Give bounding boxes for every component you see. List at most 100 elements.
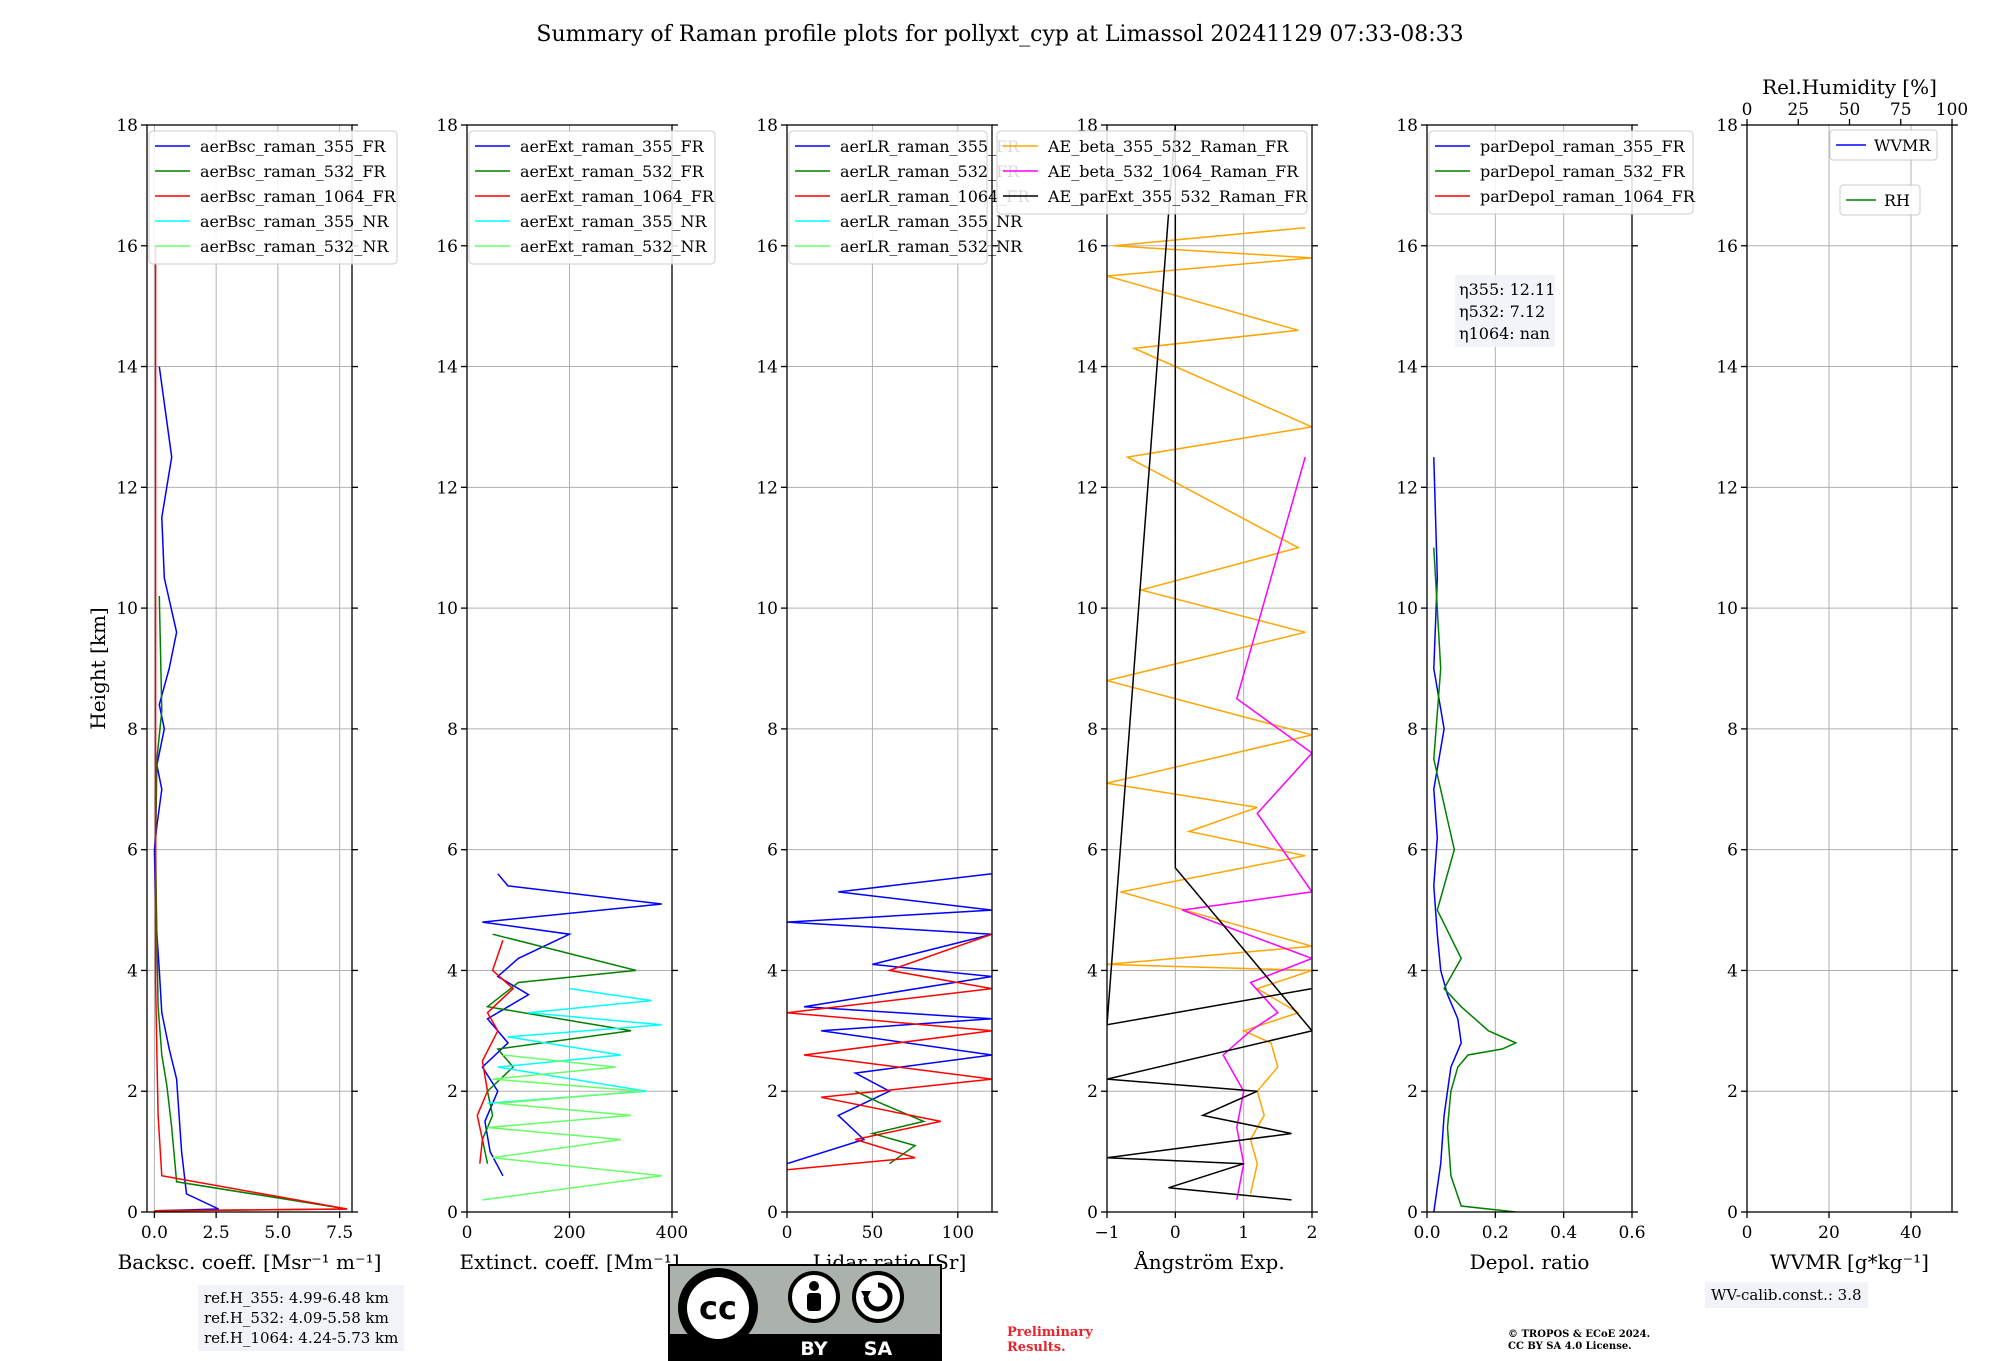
legend-lr: aerLR_raman_355_FR aerLR_raman_532_FR aerL… xyxy=(788,130,1030,265)
x-tick-label: 0.2 xyxy=(1482,1223,1509,1243)
copyright-line-2: CC BY SA 4.0 License. xyxy=(1508,1341,1632,1352)
y-tick-label: 4 xyxy=(1407,961,1418,981)
x-tick-label: 5.0 xyxy=(264,1223,291,1243)
legend-label: WVMR xyxy=(1874,136,1931,155)
y-tick-label: 16 xyxy=(1396,237,1418,257)
series-AE_parExt_355_532_Raman_FR xyxy=(1107,125,1312,1201)
ref-height-355: ref.H_355: 4.99-6.48 km xyxy=(204,1289,389,1307)
y-tick-label: 0 xyxy=(767,1203,778,1223)
x-tick-label: 0.0 xyxy=(141,1223,168,1243)
x-axis-label: Backsc. coeff. [Msr⁻¹ m⁻¹] xyxy=(118,1250,382,1274)
y-tick-label: 4 xyxy=(1087,961,1098,981)
y-tick-label: 4 xyxy=(447,961,458,981)
series-aerExt_raman_355_FR xyxy=(481,873,662,1177)
x-tick-label: 40 xyxy=(1900,1223,1922,1243)
legend-ext: aerExt_raman_355_FR aerExt_raman_532_FRae… xyxy=(468,130,716,265)
top-x-tick-label: 25 xyxy=(1787,100,1809,120)
y-tick-label: 16 xyxy=(1716,237,1738,257)
y-tick-label: 8 xyxy=(767,720,778,740)
y-tick-label: 0 xyxy=(1407,1203,1418,1223)
figure-title: Summary of Raman profile plots for polly… xyxy=(536,22,1464,47)
y-tick-label: 6 xyxy=(127,841,138,861)
legend-label: aerExt_raman_355_FR xyxy=(520,137,705,156)
y-tick-label: 2 xyxy=(447,1082,458,1102)
x-tick-label: 0 xyxy=(1170,1223,1181,1243)
x-axis-label: Depol. ratio xyxy=(1470,1250,1590,1274)
y-tick-label: 16 xyxy=(116,237,138,257)
y-tick-label: 8 xyxy=(447,720,458,740)
y-tick-label: 6 xyxy=(1407,841,1418,861)
legend-label: aerLR_raman_532_NR xyxy=(840,237,1023,256)
y-tick-label: 0 xyxy=(127,1203,138,1223)
top-x-tick-label: 100 xyxy=(1936,100,1968,120)
y-tick-label: 4 xyxy=(1727,961,1738,981)
panel-depol: 0 2 4 6 8 10 12 14 16 18 0.0 0.2 0.4 0.6 Depol. ratio p… xyxy=(1396,116,1695,1274)
legend-label: AE_beta_532_1064_Raman_FR xyxy=(1047,162,1299,181)
y-tick-label: 0 xyxy=(1087,1203,1098,1223)
legend-label: aerBsc_raman_355_FR xyxy=(200,137,386,156)
preliminary-line-2: Results. xyxy=(1007,1340,1066,1355)
y-tick-label: 12 xyxy=(756,478,778,498)
x-tick-label: 2.5 xyxy=(203,1223,230,1243)
y-tick-label: 14 xyxy=(436,358,458,378)
legend-label: aerLR_raman_355_FR xyxy=(840,137,1020,156)
y-tick-label: 12 xyxy=(1076,478,1098,498)
top-x-tick-label: 0 xyxy=(1742,100,1753,120)
y-tick-label: 4 xyxy=(767,961,778,981)
sa-label: SA xyxy=(864,1338,893,1360)
axes-frame xyxy=(1426,124,1633,1213)
top-x-axis-label: Rel.Humidity [%] xyxy=(1762,75,1937,99)
depol-eta-label: η1064: nan xyxy=(1459,324,1550,343)
y-tick-label: 10 xyxy=(756,599,778,619)
y-tick-label: 0 xyxy=(447,1203,458,1223)
y-tick-label: 16 xyxy=(756,237,778,257)
series-AE_beta_532_1064_Raman_FR xyxy=(1181,456,1312,1201)
y-tick-label: 14 xyxy=(116,358,138,378)
y-tick-label: 18 xyxy=(436,116,458,136)
cc-license-badge: cc BY SA xyxy=(668,1264,942,1361)
legend-bsc: aerBsc_raman_355_FR aerBsc_raman_532_FRae… xyxy=(148,130,398,265)
y-tick-label: 16 xyxy=(436,237,458,257)
x-tick-label: 400 xyxy=(656,1223,688,1243)
axes-frame xyxy=(1106,124,1313,1213)
y-tick-label: 14 xyxy=(1396,358,1418,378)
series-aerExt_raman_1064_FR xyxy=(476,940,515,1164)
x-tick-label: 0 xyxy=(462,1223,473,1243)
x-tick-label: 1 xyxy=(1238,1223,1249,1243)
y-tick-label: 2 xyxy=(767,1082,778,1102)
axes-frame xyxy=(786,124,993,1213)
x-tick-label: 0.4 xyxy=(1550,1223,1577,1243)
y-tick-label: 14 xyxy=(756,358,778,378)
x-axis-label: WVMR [g*kg⁻¹] xyxy=(1770,1250,1929,1274)
y-tick-label: 12 xyxy=(1716,478,1738,498)
legend-label: aerBsc_raman_1064_FR xyxy=(200,187,397,206)
y-tick-label: 2 xyxy=(1087,1082,1098,1102)
x-tick-label: 50 xyxy=(862,1223,884,1243)
y-tick-label: 18 xyxy=(1716,116,1738,136)
y-tick-label: 12 xyxy=(1396,478,1418,498)
y-tick-label: 10 xyxy=(1716,599,1738,619)
legend-label: aerLR_raman_355_NR xyxy=(840,212,1023,231)
series-aerBsc_raman_532_FR xyxy=(154,595,348,1212)
y-tick-label: 8 xyxy=(1087,720,1098,740)
y-tick-label: 6 xyxy=(1087,841,1098,861)
legend-label: aerExt_raman_532_FR xyxy=(520,162,705,181)
x-tick-label: −1 xyxy=(1094,1223,1119,1243)
ref-height-532: ref.H_532: 4.09-5.58 km xyxy=(204,1309,389,1327)
y-tick-label: 10 xyxy=(1396,599,1418,619)
y-tick-label: 2 xyxy=(127,1082,138,1102)
y-tick-label: 4 xyxy=(127,961,138,981)
y-tick-label: 12 xyxy=(436,478,458,498)
y-tick-label: 18 xyxy=(116,116,138,136)
legend-label: aerLR_raman_1064_FR xyxy=(840,187,1030,206)
y-tick-label: 18 xyxy=(1396,116,1418,136)
series-aerBsc_raman_1064_FR xyxy=(154,245,348,1212)
legend-label: parDepol_raman_1064_FR xyxy=(1480,187,1696,206)
preliminary-results-note: Preliminary Results. xyxy=(1007,1325,1093,1355)
sa-sharealike-icon xyxy=(852,1271,904,1323)
legend-depol: parDepol_raman_355_FR parDepol_raman_532_… xyxy=(1428,130,1696,215)
series-aerExt_raman_532_NR xyxy=(482,1054,662,1201)
depol-eta-box xyxy=(1455,275,1555,347)
